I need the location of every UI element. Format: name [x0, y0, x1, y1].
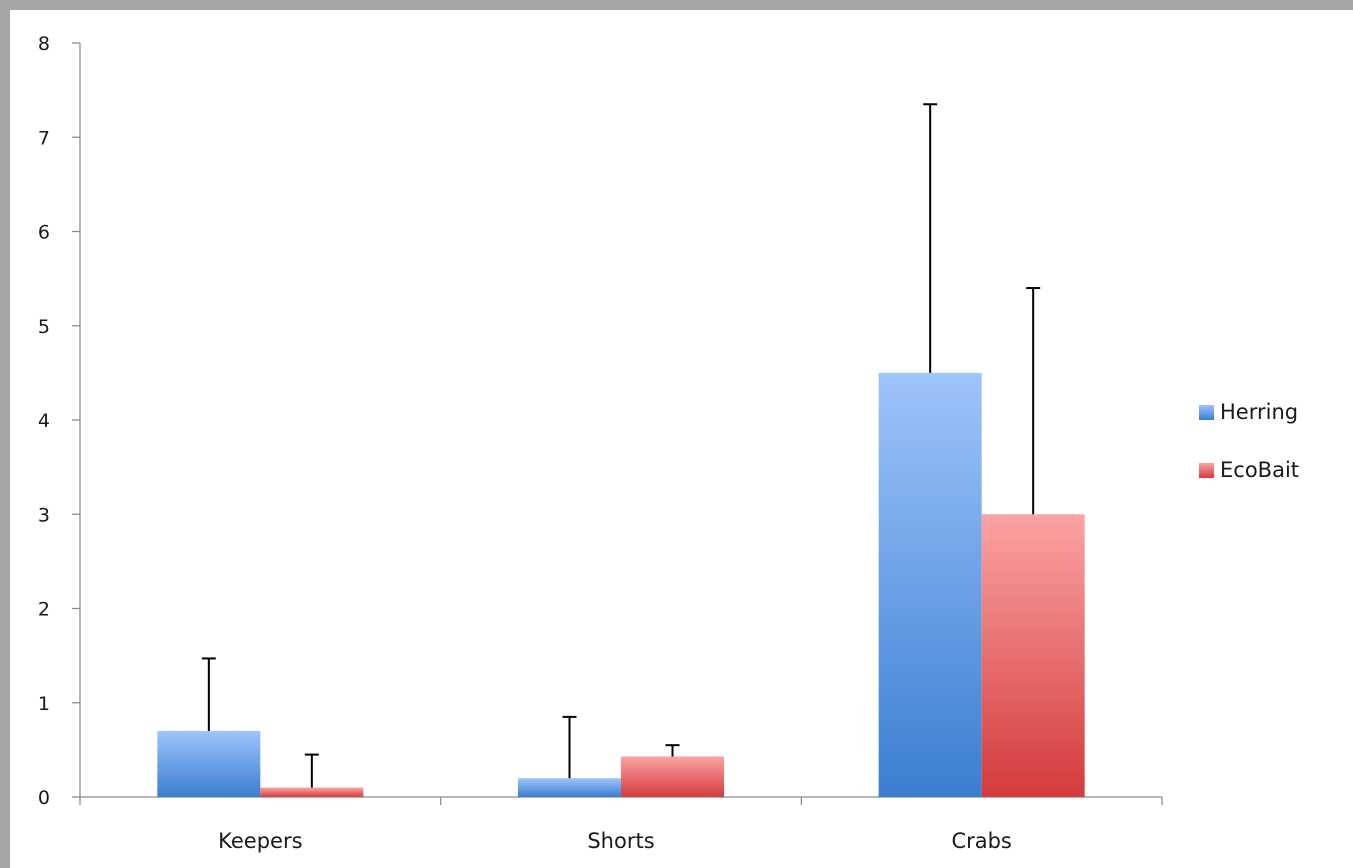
- y-tick-label: 4: [38, 410, 50, 432]
- y-tick-label: 1: [38, 693, 50, 715]
- legend: Herring EcoBait: [1199, 400, 1299, 482]
- bar-herring: [518, 778, 621, 797]
- legend-label-ecobait: EcoBait: [1220, 458, 1299, 482]
- legend-label-herring: Herring: [1220, 400, 1298, 424]
- x-tick-label: Shorts: [587, 829, 654, 853]
- bar-ecobait: [260, 787, 364, 797]
- error-bars: [201, 103, 1041, 788]
- y-tick-label: 5: [38, 316, 50, 338]
- bar-chart: 0 1 2 3 4 5 6 7 8 Keepers Shorts Crabs Herring EcoBa…: [38, 33, 1299, 853]
- y-tick-label: 2: [38, 599, 50, 621]
- bar-herring: [878, 372, 982, 797]
- legend-swatch-herring: [1199, 405, 1214, 420]
- y-tick-label: 8: [38, 33, 50, 55]
- bar-ecobait: [621, 756, 724, 797]
- x-tick-label: Crabs: [951, 829, 1011, 853]
- bars: [157, 372, 1085, 797]
- y-tick-label: 7: [38, 127, 50, 149]
- x-tick-label: Keepers: [218, 829, 302, 853]
- bar-ecobait: [981, 514, 1085, 797]
- legend-swatch-ecobait: [1199, 463, 1214, 478]
- y-tick-label: 0: [38, 787, 50, 809]
- chart-frame: 0 1 2 3 4 5 6 7 8 Keepers Shorts Crabs Herring EcoBa…: [10, 10, 1353, 868]
- bar-herring: [157, 731, 261, 797]
- axis-labels: 0 1 2 3 4 5 6 7 8 Keepers Shorts Crabs: [38, 33, 1012, 853]
- y-tick-label: 6: [38, 222, 50, 244]
- y-tick-label: 3: [38, 504, 50, 526]
